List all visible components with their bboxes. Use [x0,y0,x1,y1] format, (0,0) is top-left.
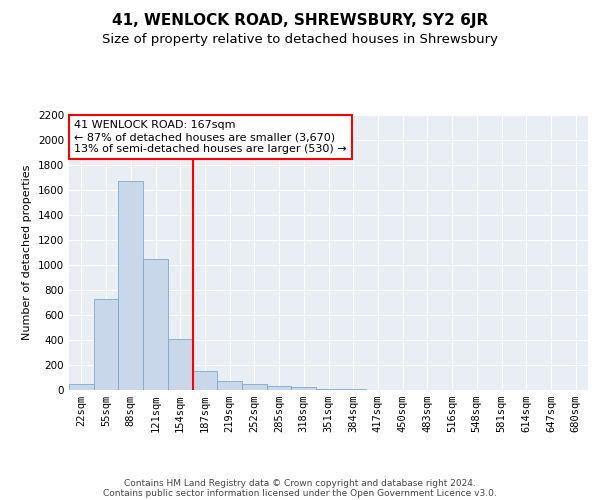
Bar [267,386,292,390]
Text: Contains public sector information licensed under the Open Government Licence v3: Contains public sector information licen… [103,488,497,498]
Text: Size of property relative to detached houses in Shrewsbury: Size of property relative to detached ho… [102,32,498,46]
Text: 41 WENLOCK ROAD: 167sqm
← 87% of detached houses are smaller (3,670)
13% of semi: 41 WENLOCK ROAD: 167sqm ← 87% of detache… [74,120,347,154]
Bar [143,259,168,390]
Bar [217,380,242,390]
Bar [94,298,118,390]
Bar [118,181,143,390]
Bar [242,384,267,390]
Bar [316,389,341,390]
Bar [168,339,193,390]
Y-axis label: Number of detached properties: Number of detached properties [22,165,32,340]
Text: Contains HM Land Registry data © Crown copyright and database right 2024.: Contains HM Land Registry data © Crown c… [124,478,476,488]
Text: 41, WENLOCK ROAD, SHREWSBURY, SY2 6JR: 41, WENLOCK ROAD, SHREWSBURY, SY2 6JR [112,12,488,28]
Bar [69,384,94,390]
Bar [292,387,316,390]
Bar [193,371,217,390]
